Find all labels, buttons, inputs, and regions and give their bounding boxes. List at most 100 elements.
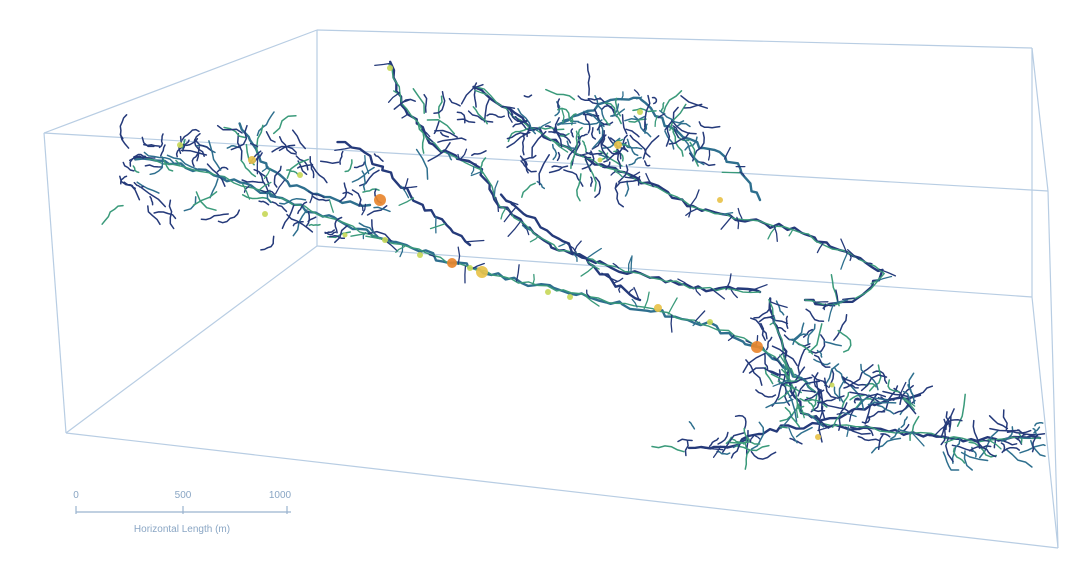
passage-branch-85 [297, 201, 308, 215]
passage-branch-346 [868, 364, 882, 392]
passage-branch-630 [465, 239, 485, 243]
passage-branch-497 [500, 208, 506, 220]
passage-branch-465 [532, 273, 535, 286]
passage-branch-406 [483, 97, 491, 123]
passage-branch-327 [850, 384, 865, 410]
passage-branch-504 [573, 253, 578, 262]
scale-bar: 0 500 1000 Horizontal Length (m) [73, 490, 291, 535]
passage-branch-615 [261, 165, 269, 172]
passage-branch-490 [470, 166, 475, 175]
passage-branch-124 [536, 180, 546, 190]
passage-branch-255 [771, 345, 798, 367]
passage-branch-641 [618, 286, 621, 293]
passage-branch-197 [614, 182, 625, 208]
passage-branch-358 [867, 401, 897, 406]
passage-branch-458 [428, 254, 436, 258]
passage-branch-224 [610, 103, 620, 117]
passage-branch-544 [865, 262, 873, 265]
passage-branch-139 [506, 124, 532, 149]
passage-branch-536 [788, 229, 794, 237]
passage-branch-611 [256, 155, 259, 175]
passage-branch-34 [119, 175, 141, 201]
passage-branch-198 [632, 107, 657, 113]
passage-branch-69 [179, 137, 199, 147]
box-edge-bottom-right [1031, 296, 1059, 549]
passage-branch-130 [624, 180, 630, 197]
passage-branch-547 [827, 303, 835, 322]
passage-branch-225 [642, 135, 660, 160]
passage-branch-427 [725, 436, 733, 445]
passage-branch-112 [361, 170, 366, 191]
passage-branch-563 [723, 146, 731, 160]
passage-branch-631 [503, 206, 517, 223]
passage-branch-75 [373, 206, 391, 213]
passage-branch-12 [159, 144, 166, 157]
passage-branch-174 [617, 164, 629, 183]
passage-branch-114 [260, 235, 275, 251]
passage-branch-194 [628, 118, 647, 123]
passage-branch-204 [586, 63, 591, 96]
passage-branch-23 [223, 126, 246, 139]
passage-branch-559 [636, 96, 643, 100]
passage-branch-212 [698, 121, 721, 129]
passage-branch-110 [351, 166, 375, 183]
passage-branch-416 [437, 95, 443, 119]
passage-branch-274 [792, 333, 809, 346]
passage-branch-460 [395, 245, 406, 253]
passage-branch-580 [814, 416, 830, 429]
passage-branch-70 [309, 155, 328, 184]
passage-branch-472 [692, 321, 701, 327]
passage-branch-566 [739, 171, 745, 177]
passage-branch-576 [777, 386, 794, 401]
passage-branch-509 [694, 286, 701, 296]
passage-branch-534 [721, 212, 734, 216]
passage-branch-111 [286, 158, 309, 179]
passage-branch-236 [682, 138, 705, 166]
passage-branch-383 [940, 418, 947, 446]
passage-branch-591 [712, 445, 722, 458]
passage-branch-622 [334, 146, 353, 152]
passage-branch-336 [811, 374, 829, 388]
passage-branch-484 [393, 90, 401, 96]
passage-branch-510 [748, 284, 768, 292]
passage-branch-282 [823, 340, 842, 347]
passage-branch-568 [763, 315, 775, 319]
passage-branch-607 [897, 381, 907, 400]
passage-branch-29 [194, 138, 214, 153]
passage-branch-432 [730, 438, 750, 459]
highlight-node-6 [467, 265, 473, 271]
passage-branch-596 [780, 413, 794, 430]
passage-branch-397 [971, 438, 981, 449]
passage-branch-461 [457, 246, 461, 265]
passage-branch-50 [209, 178, 219, 199]
highlight-node-18 [382, 237, 388, 243]
passage-branch-354 [820, 389, 826, 419]
passage-branch-456 [365, 235, 385, 241]
passage-branch-11 [291, 129, 307, 150]
passage-branch-627 [398, 197, 415, 206]
highlight-node-20 [829, 382, 835, 388]
passage-branch-640 [613, 277, 624, 284]
passage-branch-19 [101, 204, 124, 225]
passage-branch-199 [557, 98, 561, 109]
passage-branch-46 [183, 196, 197, 212]
passage-branch-105 [353, 161, 366, 169]
passage-branch-518 [552, 140, 569, 153]
highlight-node-4 [447, 258, 457, 268]
passage-branch-244 [651, 96, 658, 105]
passage-branch-196 [587, 97, 602, 101]
passage-branch-87 [334, 216, 343, 234]
passage-branch-190 [551, 165, 562, 168]
passage-branch-318 [894, 399, 916, 415]
passage-main-1 [389, 60, 762, 294]
passage-branch-108 [344, 159, 353, 173]
passage-branch-489 [401, 112, 409, 119]
box-edge-bottom-left [65, 245, 318, 434]
box-edge-top-right [1031, 47, 1049, 192]
passage-branch-452 [260, 189, 267, 194]
passage-branch-556 [620, 91, 624, 101]
passage-branch-567 [769, 301, 788, 309]
passage-branch-9 [258, 200, 270, 206]
